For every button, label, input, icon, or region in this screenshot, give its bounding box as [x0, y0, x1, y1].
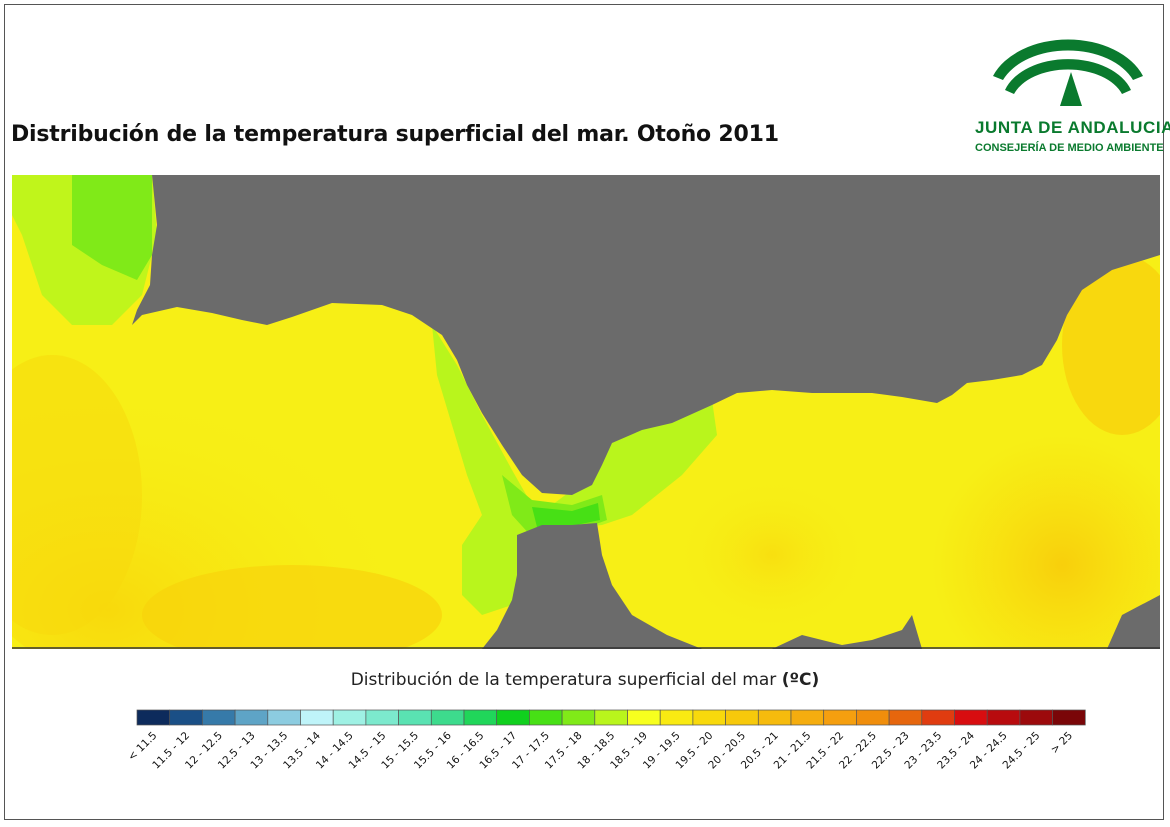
cool-coastal-band [432, 325, 717, 615]
warm-east-zone [932, 435, 1160, 649]
legend-swatch [202, 709, 236, 726]
legend-swatches [136, 709, 1086, 726]
legend-swatch [627, 709, 661, 726]
land-area-island [1107, 595, 1160, 649]
legend-swatch [888, 709, 923, 726]
legend-title: Distribución de la temperatura superfici… [0, 670, 1170, 690]
legend-swatch [659, 709, 694, 726]
strait-core [532, 503, 600, 527]
cool-northwest-core [72, 175, 152, 280]
legend-swatch [430, 709, 465, 726]
warm-west-edge [12, 355, 142, 635]
legend-swatch [692, 709, 726, 726]
legend-swatch [300, 709, 334, 726]
legend-title-text: Distribución de la temperatura superfici… [350, 670, 777, 690]
legend-swatch [234, 709, 269, 726]
legend-label: > 25 [1049, 730, 1076, 757]
legend-swatch [463, 709, 498, 726]
sea-surface-temperature-map [12, 175, 1160, 649]
legend-swatch [986, 709, 1021, 726]
map-title: Distribución de la temperatura superfici… [11, 122, 779, 147]
logo-name: JUNTA DE ANDALUCIA [975, 118, 1170, 137]
legend-swatch [757, 709, 792, 726]
alboran-gyre [672, 475, 872, 635]
warm-northeast-zone [1062, 255, 1160, 435]
legend-unit: (ºC) [781, 670, 820, 690]
legend-swatch [856, 709, 890, 726]
legend-swatch [398, 709, 432, 726]
legend-swatch [1052, 709, 1086, 726]
logo-emblem-icon [993, 39, 1143, 106]
legend-swatch [921, 709, 955, 726]
legend-swatch [1019, 709, 1053, 726]
legend-swatch [332, 709, 367, 726]
junta-de-andalucia-logo: JUNTA DE ANDALUCIA CONSEJERÍA DE MEDIO A… [975, 14, 1170, 164]
legend-swatch [823, 709, 857, 726]
logo-department: CONSEJERÍA DE MEDIO AMBIENTE [975, 142, 1164, 154]
legend-swatch [594, 709, 628, 726]
legend-swatch [561, 709, 596, 726]
legend-swatch [529, 709, 563, 726]
land-area [132, 175, 1160, 495]
legend-swatch [169, 709, 203, 726]
land-area-africa-east [772, 615, 922, 649]
legend-swatch [496, 709, 530, 726]
warm-southwest-zone [142, 565, 442, 649]
legend-swatch [365, 709, 399, 726]
legend-swatch [954, 709, 988, 726]
land-area-africa [482, 523, 702, 649]
legend-swatch [267, 709, 301, 726]
legend-swatch [136, 709, 171, 726]
legend-swatch [790, 709, 825, 726]
legend-swatch [725, 709, 759, 726]
